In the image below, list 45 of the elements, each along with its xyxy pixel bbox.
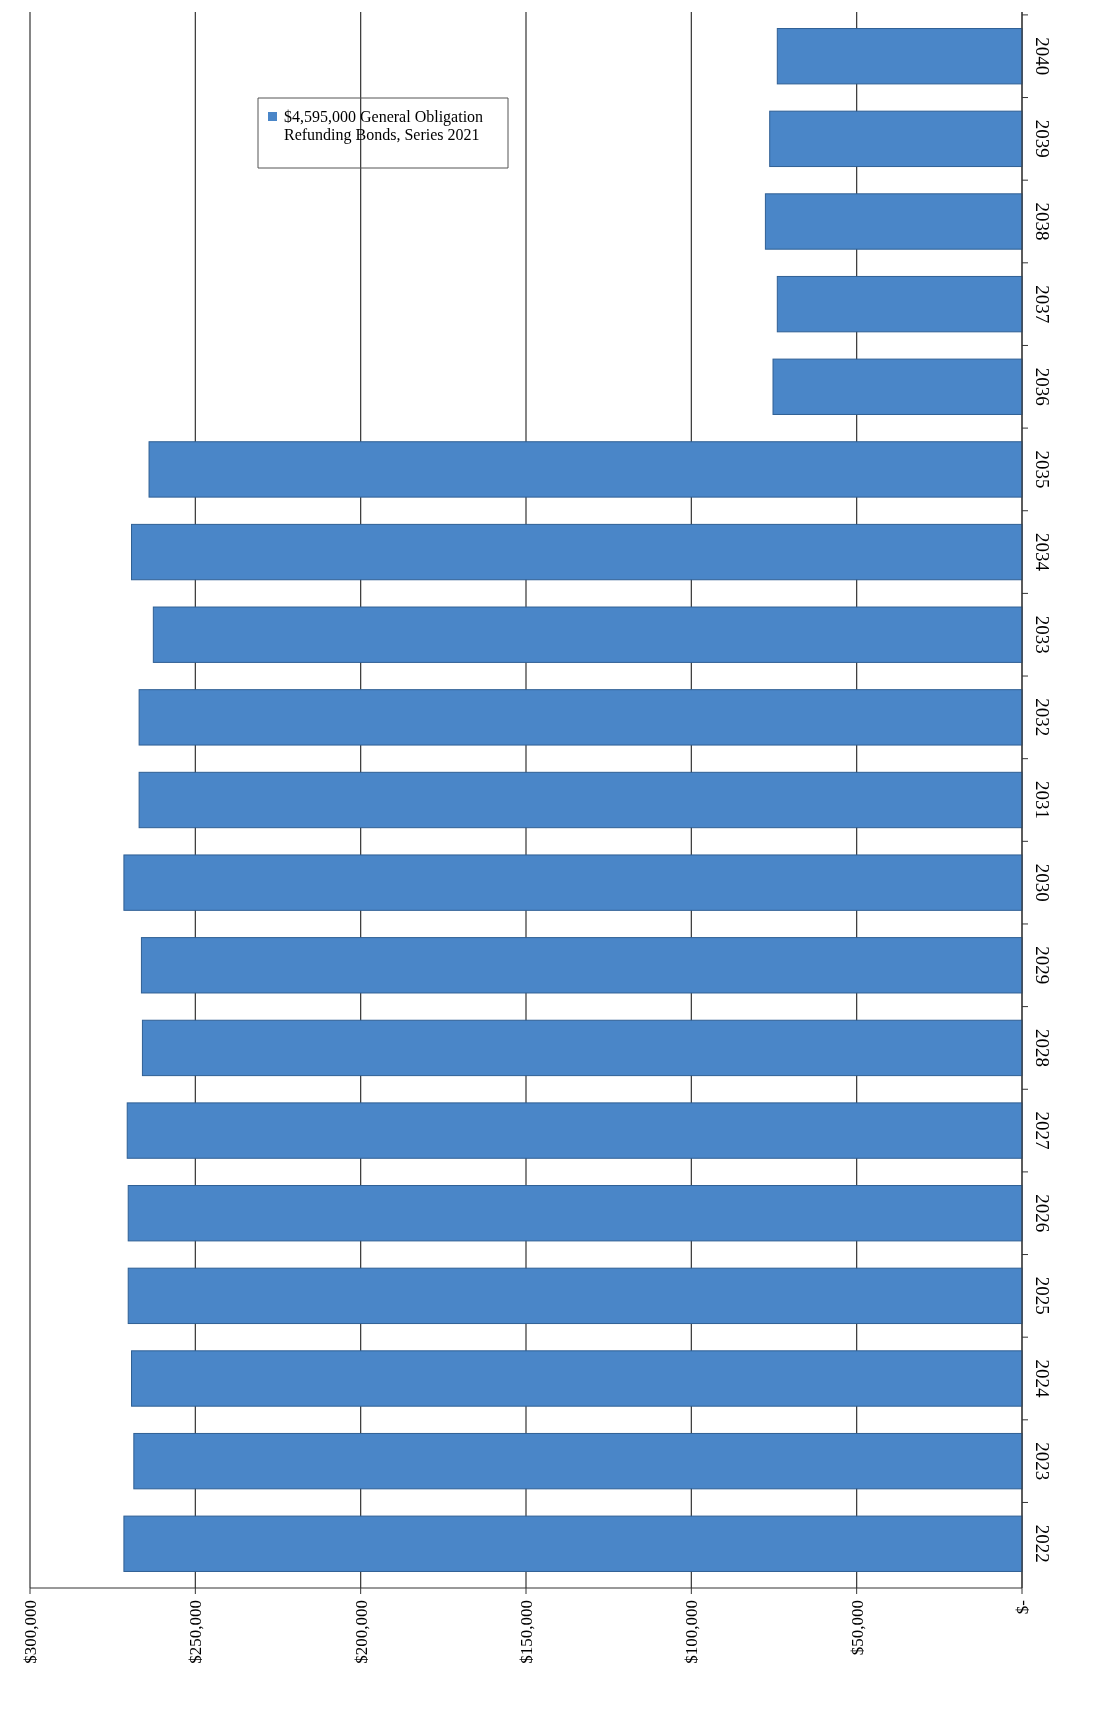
- y-tick-label: 2031: [1032, 781, 1053, 819]
- y-tick-label: 2034: [1032, 533, 1053, 572]
- bar: [140, 937, 1023, 994]
- bar: [152, 606, 1023, 663]
- x-tick-label: $50,000: [847, 1600, 867, 1656]
- x-tick-label: $300,000: [21, 1600, 40, 1664]
- y-tick-label: 2035: [1032, 450, 1053, 489]
- y-tick-label: 2025: [1032, 1276, 1053, 1315]
- bar: [772, 358, 1023, 415]
- bar: [776, 28, 1023, 85]
- y-tick-label: 2040: [1032, 37, 1053, 76]
- y-tick-label: 2030: [1032, 863, 1053, 902]
- bar: [764, 193, 1023, 250]
- bar: [141, 1019, 1023, 1077]
- bar: [131, 523, 1023, 581]
- x-tick-label: $100,000: [682, 1600, 702, 1664]
- y-tick-label: 2037: [1032, 285, 1053, 324]
- bar: [138, 771, 1023, 829]
- y-tick-label: 2036: [1032, 367, 1053, 406]
- y-tick-label: 2028: [1032, 1028, 1053, 1067]
- y-tick-label: 2026: [1032, 1194, 1053, 1233]
- x-tick-label: $250,000: [186, 1600, 206, 1664]
- x-tick-label: $150,000: [517, 1600, 536, 1664]
- bar: [148, 441, 1023, 498]
- y-tick-label: 2022: [1032, 1524, 1053, 1563]
- y-tick-label: 2027: [1032, 1111, 1053, 1150]
- bar: [776, 275, 1023, 333]
- bar: [127, 1185, 1023, 1242]
- bar: [127, 1267, 1023, 1325]
- y-tick-label: 2023: [1032, 1442, 1053, 1481]
- bar: [133, 1432, 1023, 1490]
- bar: [123, 1515, 1023, 1572]
- bar: [123, 854, 1023, 911]
- x-tick-label: $-: [1013, 1599, 1032, 1615]
- y-tick-label: 2038: [1032, 202, 1053, 241]
- y-tick-label: 2029: [1032, 946, 1053, 985]
- bar: [769, 110, 1023, 168]
- bar: [126, 1102, 1023, 1159]
- x-tick-label: $200,000: [351, 1600, 371, 1664]
- y-tick-label: 2032: [1032, 698, 1053, 737]
- y-tick-label: 2039: [1032, 119, 1053, 158]
- y-tick-label: 2033: [1032, 615, 1053, 654]
- y-tick-label: 2024: [1032, 1359, 1053, 1398]
- bar: [131, 1350, 1023, 1407]
- bar: [138, 689, 1023, 746]
